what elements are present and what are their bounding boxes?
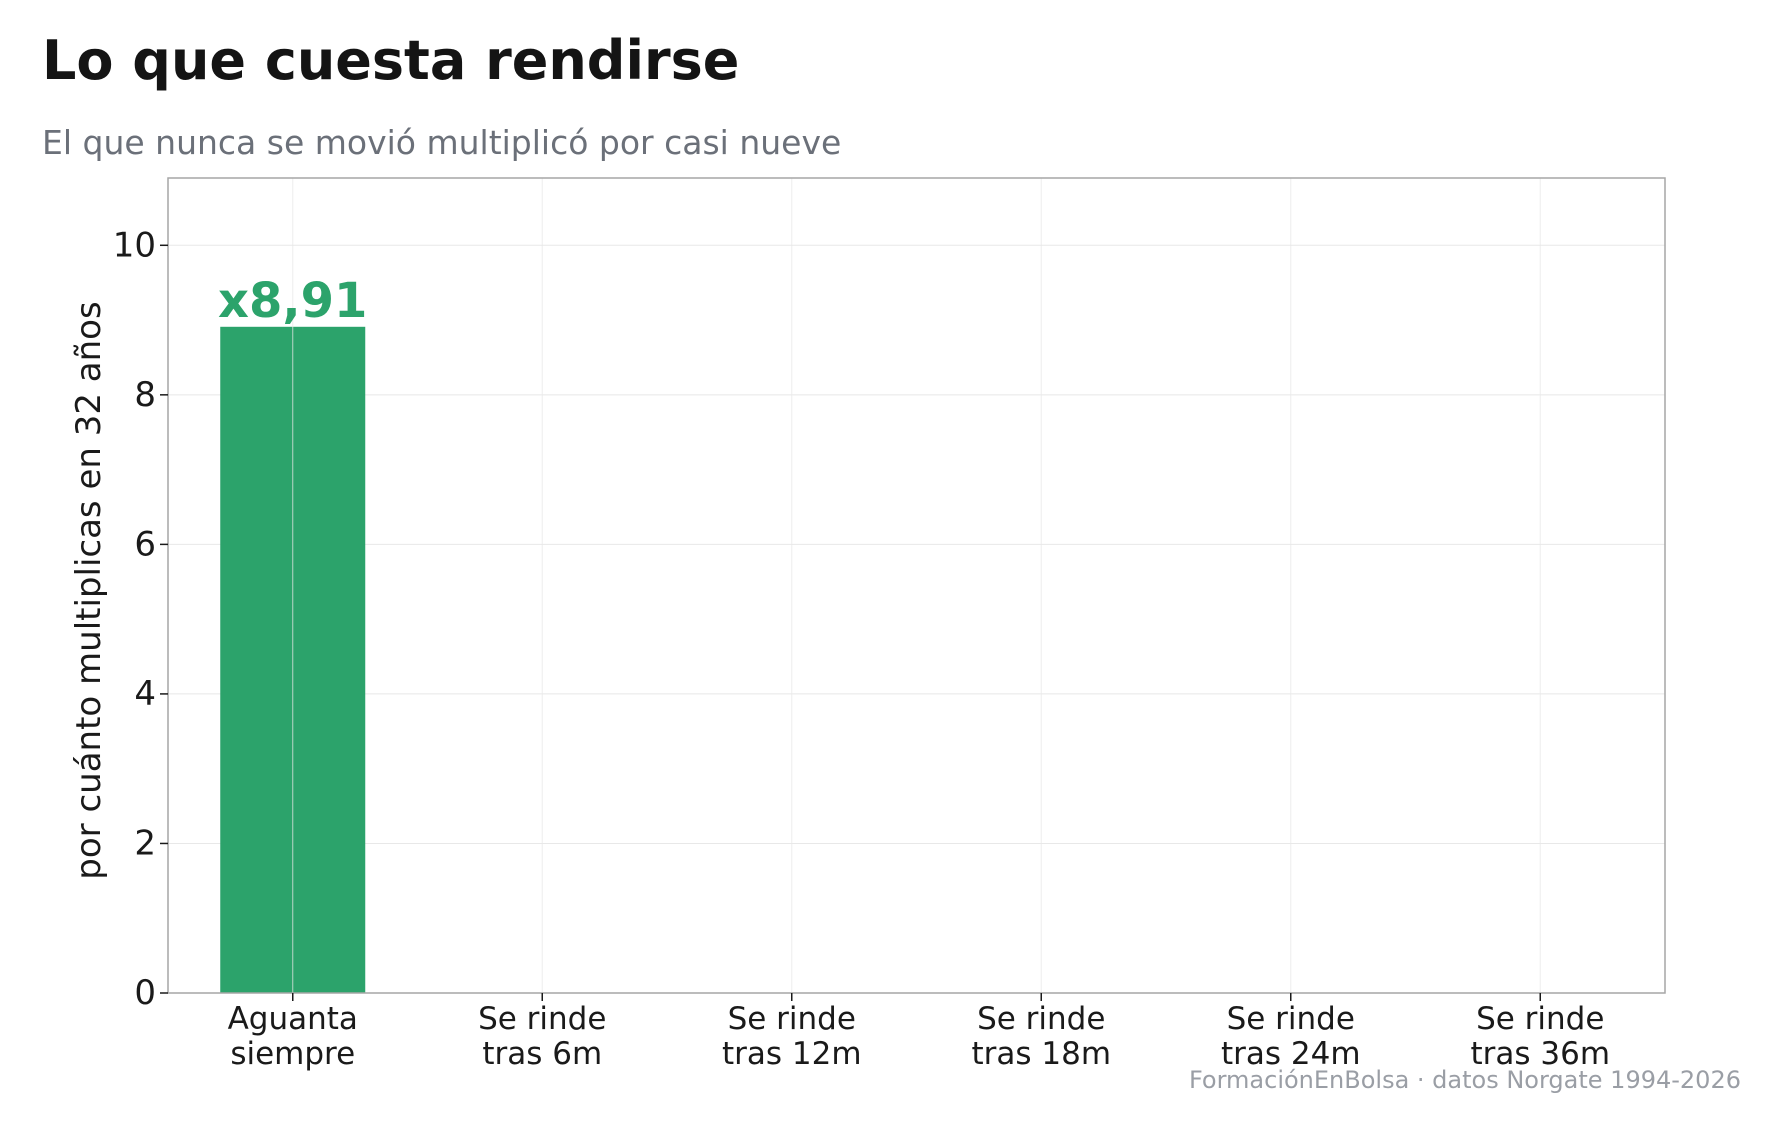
chart-subtitle: El que nunca se movió multiplicó por cas… — [42, 123, 842, 162]
chart-title: Lo que cuesta rendirse — [42, 29, 740, 92]
x-tick-label: Se rinde — [977, 1001, 1105, 1037]
y-tick-label: 4 — [134, 674, 156, 714]
x-tick-label: siempre — [230, 1036, 355, 1072]
y-tick-label: 8 — [134, 375, 156, 415]
data-label: x8,91 — [218, 273, 367, 329]
x-tick-label: Se rinde — [728, 1001, 856, 1037]
y-axis-label: por cuánto multiplicas en 32 años — [69, 301, 109, 879]
x-tick-label: Se rinde — [1476, 1001, 1604, 1037]
x-tick-label: tras 6m — [482, 1036, 602, 1072]
source-credit: FormaciónEnBolsa · datos Norgate 1994-20… — [1188, 1066, 1741, 1094]
plot-frame — [167, 177, 1666, 994]
y-tick-label: 10 — [113, 225, 156, 265]
y-tick-label: 0 — [134, 973, 156, 1013]
x-tick-label: Aguanta — [228, 1001, 358, 1037]
x-tick-label: tras 24m — [1221, 1036, 1361, 1072]
x-tick-label: Se rinde — [478, 1001, 606, 1037]
x-tick-label: tras 18m — [971, 1036, 1111, 1072]
x-tick-label: tras 12m — [722, 1036, 862, 1072]
x-tick-label: Se rinde — [1227, 1001, 1355, 1037]
y-tick-label: 6 — [134, 524, 156, 564]
x-tick-label: tras 36m — [1470, 1036, 1610, 1072]
y-tick-label: 2 — [134, 823, 156, 863]
